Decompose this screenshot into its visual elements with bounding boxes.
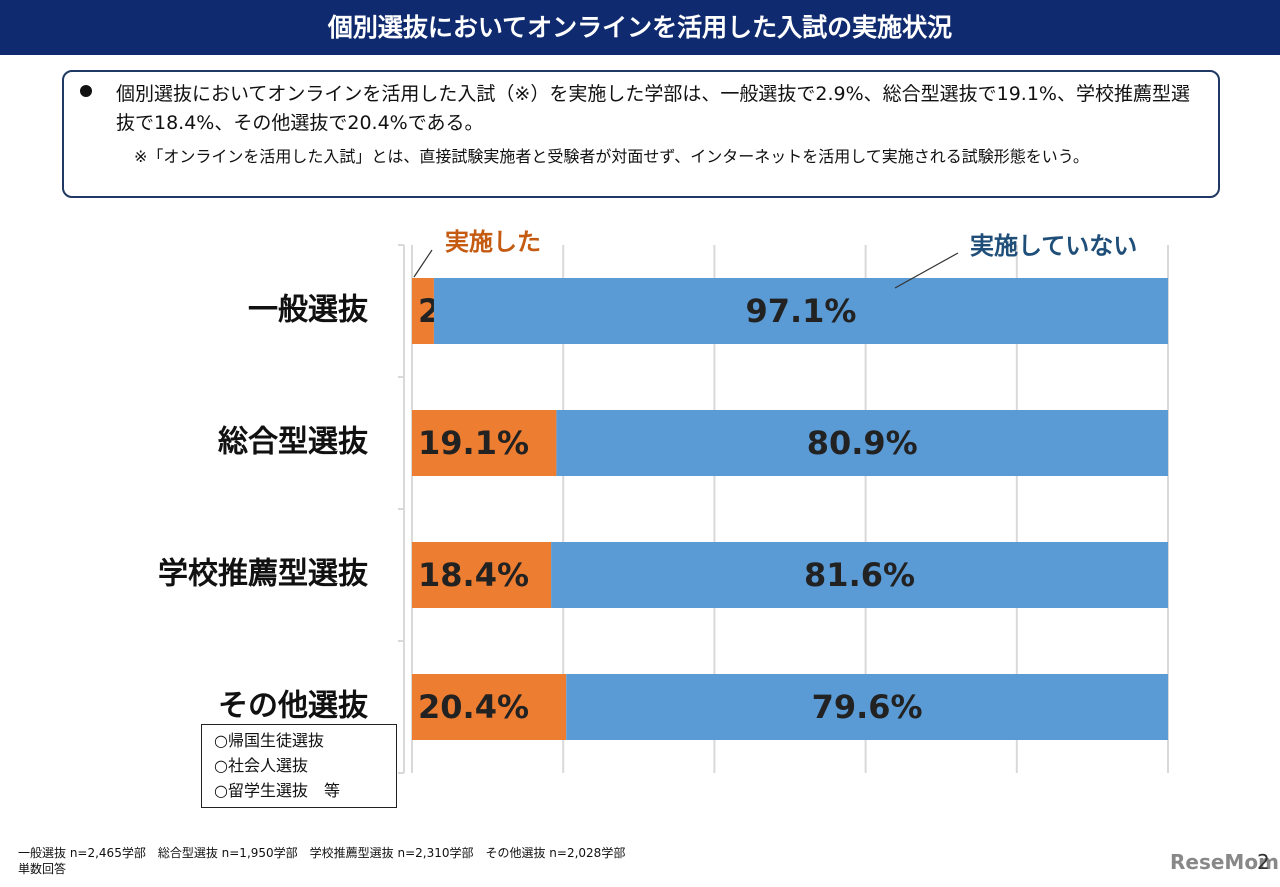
example: ○帰国生徒選抜: [214, 731, 324, 750]
definition: ※「オンラインを活用した入試」とは、直接試験実施者と受験者が対面せず、インターネ…: [134, 147, 1089, 166]
footnote: 単数回答: [18, 862, 67, 876]
category-label: その他選抜: [218, 689, 368, 724]
example: ○社会人選抜: [214, 756, 308, 775]
value-label: 97.1%: [745, 292, 856, 330]
logo: ReseMom: [1170, 850, 1279, 874]
slide-title: 個別選抜においてオンラインを活用した入試の実施状況: [0, 0, 1280, 55]
page-number: 2: [1257, 850, 1270, 874]
value-label: 18.4%: [418, 556, 529, 594]
bar-segment: [433, 278, 1168, 344]
value-label: 19.1%: [418, 424, 529, 462]
value-label: 80.9%: [807, 424, 918, 462]
value-label: 79.6%: [812, 688, 923, 726]
bar-segment: [556, 410, 1168, 476]
description: 個別選抜においてオンラインを活用した入試（※）を実施した学部は、一般選抜で2.9…: [116, 83, 1190, 134]
leader-line: [894, 252, 959, 289]
note-box: 個別選抜においてオンラインを活用した入試（※）を実施した学部は、一般選抜で2.9…: [62, 70, 1220, 198]
footnotes: 一般選抜 n=2,465学部 総合型選抜 n=1,950学部 学校推薦型選抜 n…: [18, 845, 625, 877]
category-label: 一般選抜: [248, 293, 368, 328]
bar-segment: [551, 542, 1168, 608]
category-label: 学校推薦型選抜: [158, 557, 368, 592]
example: ○留学生選抜 等: [214, 781, 340, 800]
legend-label: 実施した: [445, 228, 541, 256]
value-label: 20.4%: [418, 688, 529, 726]
value-label: 81.6%: [804, 556, 915, 594]
bar-segment: [412, 278, 434, 344]
category-label: 総合型選抜: [218, 425, 368, 460]
bar-segment: [412, 674, 567, 740]
bar-segment: [412, 410, 557, 476]
other-examples: ○帰国生徒選抜 ○社会人選抜 ○留学生選抜 等: [201, 724, 397, 808]
bar-segment: [412, 542, 552, 608]
footnote: 一般選抜 n=2,465学部 総合型選抜 n=1,950学部 学校推薦型選抜 n…: [18, 846, 626, 860]
legend-label: 実施していない: [970, 232, 1137, 260]
bar-segment: [566, 674, 1168, 740]
leader-line: [413, 249, 433, 278]
bullet: [80, 85, 92, 97]
